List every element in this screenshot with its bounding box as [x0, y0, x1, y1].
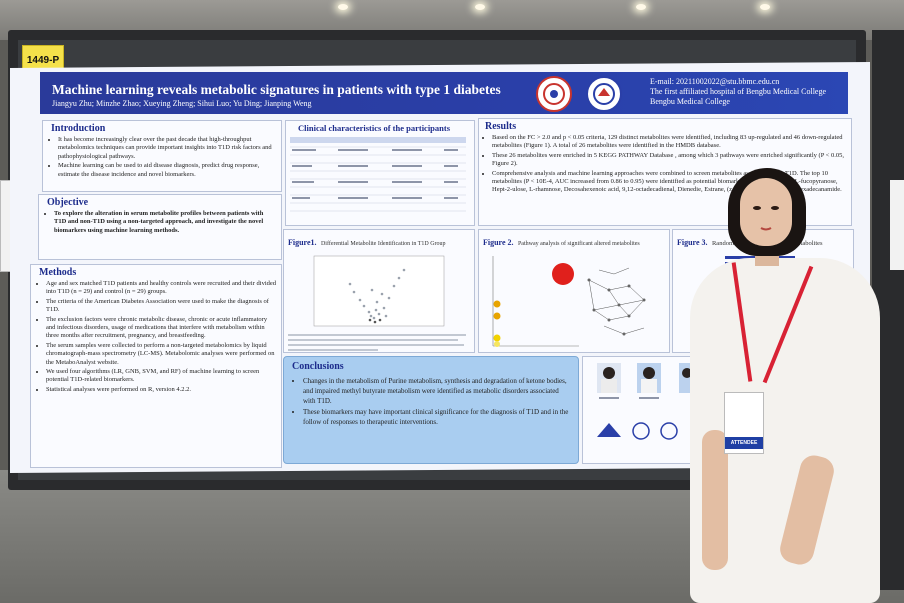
- methods-bullet: We used four algorithms (LR, GNB, SVM, a…: [46, 368, 277, 385]
- clinical-panel: Clinical characteristics of the particip…: [285, 120, 475, 226]
- methods-bullet: The exclusion factors were chronic metab…: [46, 316, 277, 341]
- methods-bullet: The criteria of the American Diabetes As…: [46, 298, 277, 315]
- clinical-table: [290, 137, 466, 212]
- contact-email: E-mail: 20211002022@stu.bbmc.edu.cn: [650, 77, 780, 86]
- figure3-caption-end: 20 metabolites: [784, 240, 823, 247]
- university-logo: [536, 76, 572, 112]
- conclusions-bullet: These biomarkers may have important clin…: [303, 407, 572, 427]
- figure2-panel: Figure 2. Pathway analysis of significan…: [478, 229, 670, 353]
- poster-authors: Jiangyu Zhu; Minzhe Zhao; Xueying Zheng;…: [52, 99, 312, 108]
- clinical-heading: Clinical characteristics of the particip…: [298, 123, 451, 133]
- objective-bullet: To explore the alteration in serum metab…: [54, 210, 277, 235]
- ceiling-light: [760, 4, 770, 10]
- conclusions-heading: Conclusions: [292, 361, 344, 372]
- presenter-arm: [702, 430, 728, 570]
- figure3-caption: Random: [711, 240, 734, 247]
- ceiling-light: [475, 4, 485, 10]
- methods-panel: Methods Age and sex matched T1D patients…: [30, 264, 282, 468]
- hospital-logo: [586, 76, 622, 112]
- contact-block: E-mail: 20211002022@stu.bbmc.edu.cn The …: [650, 77, 826, 107]
- results-bullet: These 26 metabolites were enriched in 5 …: [492, 152, 847, 169]
- author-photos: [597, 363, 699, 440]
- ceiling-light: [338, 4, 348, 10]
- author-photos-panel: [582, 356, 704, 464]
- figure3-title: Figure 3.: [677, 238, 708, 247]
- objective-heading: Objective: [47, 197, 89, 208]
- figure2-caption: Pathway analysis of significant altered …: [517, 241, 640, 247]
- results-bullet: Based on the FC > 2.0 and p < 0.05 crite…: [492, 134, 847, 151]
- methods-bullet: The serum samples were collected to perf…: [46, 342, 277, 367]
- poster-header: [40, 72, 848, 114]
- introduction-heading: Introduction: [51, 123, 106, 134]
- presenter-face: [740, 178, 792, 246]
- introduction-panel: Introduction It has become increasingly …: [42, 120, 282, 192]
- badge-band: ATTENDEE: [725, 437, 763, 449]
- volcano-plot: [288, 255, 466, 351]
- name-badge: ATTENDEE: [724, 392, 764, 454]
- introduction-bullet: Machine learning can be used to aid dise…: [58, 162, 277, 179]
- objective-panel: Objective To explore the alteration in s…: [38, 194, 282, 260]
- results-bullet: Comprehensive analysis and machine learn…: [492, 170, 847, 195]
- figure1-panel: Figure1. Differential Metabolite Identif…: [283, 229, 475, 353]
- methods-bullet: Statistical analyses were performed on R…: [46, 386, 277, 394]
- results-heading: Results: [485, 121, 517, 132]
- poster-title: Machine learning reveals metabolic signa…: [52, 82, 501, 97]
- contact-affiliation: The first affiliated hospital of Bengbu …: [650, 87, 827, 96]
- contact-affiliation: Bengbu Medical College: [650, 97, 730, 106]
- figure1-title: Figure1.: [288, 238, 317, 247]
- figure1-caption: Differential Metabolite Identification i…: [320, 241, 446, 247]
- ceiling-light: [636, 4, 646, 10]
- conclusions-bullet: Changes in the metabolism of Purine meta…: [303, 376, 572, 406]
- introduction-bullet: It has become increasingly clear over th…: [58, 136, 277, 161]
- pathway-plot: [492, 256, 646, 347]
- figure2-title: Figure 2.: [483, 238, 514, 247]
- methods-heading: Methods: [39, 267, 77, 278]
- conclusions-panel: Conclusions Changes in the metabolism of…: [283, 356, 579, 464]
- adjacent-poster-card: [890, 180, 904, 270]
- methods-bullet: Age and sex matched T1D patients and hea…: [46, 280, 277, 297]
